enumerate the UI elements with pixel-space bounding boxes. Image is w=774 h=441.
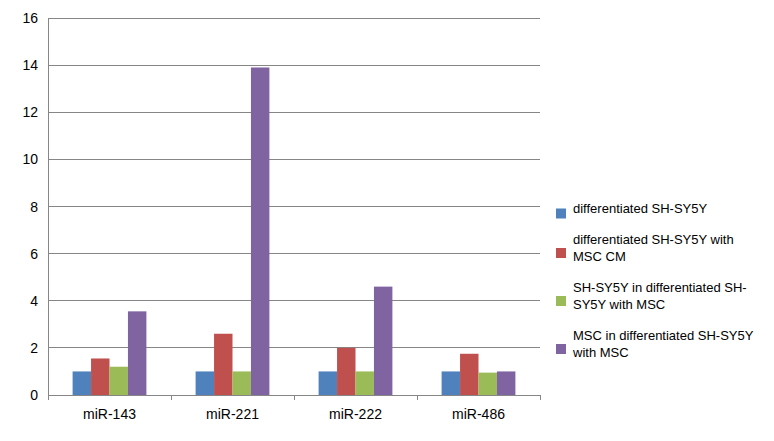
bar	[319, 371, 337, 395]
legend-label: SH-SY5Y in differentiated SH-SY5Y with M…	[573, 280, 747, 312]
bar	[442, 371, 460, 395]
bar	[374, 287, 392, 395]
bar	[233, 371, 251, 395]
bar	[128, 311, 146, 395]
bar	[337, 348, 355, 395]
bar	[91, 358, 109, 395]
x-tick	[540, 395, 541, 400]
legend-swatch	[556, 248, 566, 258]
bar	[497, 371, 515, 395]
bar	[196, 371, 214, 395]
background	[0, 0, 774, 441]
y-tick-label: 8	[30, 199, 38, 215]
y-tick-label: 4	[30, 293, 38, 309]
legend-swatch	[556, 344, 566, 354]
bar	[251, 67, 269, 395]
grid-line	[48, 253, 540, 254]
x-tick	[417, 395, 418, 400]
bars	[73, 67, 516, 395]
x-tick	[48, 395, 49, 400]
bar	[110, 367, 128, 395]
legend-label: differentiated SH-SY5Y	[573, 201, 707, 216]
y-tick-label: 14	[22, 57, 38, 73]
grid-line	[48, 347, 540, 348]
x-tick-label: miR-486	[452, 406, 505, 422]
chart: 0 2 4 6 8 10 12 14 16 miR-143 miR-221 miR-222 miR-48…	[0, 0, 774, 441]
grid-line	[48, 159, 540, 160]
bar	[214, 334, 232, 395]
grid-line	[48, 300, 540, 301]
grid-line	[48, 206, 540, 207]
grid-line	[48, 112, 540, 113]
grid-line	[48, 65, 540, 66]
legend-label: MSC in differentiated SH-SY5Ywith MSC	[572, 328, 754, 360]
y-tick-label: 6	[30, 246, 38, 262]
bar	[73, 371, 91, 395]
y-tick-label: 10	[22, 151, 38, 167]
x-tick	[294, 395, 295, 400]
y-tick-label: 16	[22, 10, 38, 26]
grid-line	[48, 18, 540, 19]
y-tick-label: 12	[22, 104, 38, 120]
bar	[479, 373, 497, 395]
y-axis-line	[48, 18, 49, 395]
x-tick-label: miR-222	[329, 406, 382, 422]
legend-swatch	[556, 209, 566, 219]
y-tick-label: 0	[30, 387, 38, 403]
x-tick-label: miR-221	[206, 406, 259, 422]
bar	[356, 371, 374, 395]
x-tick-label: miR-143	[83, 406, 136, 422]
bar	[460, 354, 478, 395]
y-tick-label: 2	[30, 340, 38, 356]
legend-swatch	[556, 296, 566, 306]
x-tick	[171, 395, 172, 400]
legend-label: differentiated SH-SY5Y withMSC CM	[573, 232, 734, 264]
